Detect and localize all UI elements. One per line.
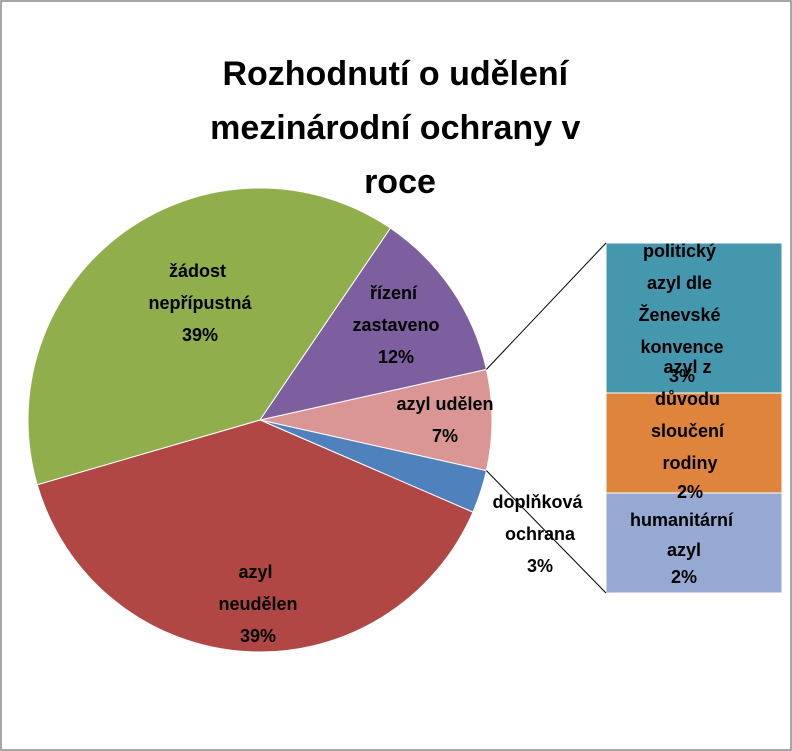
pie-slice [27, 187, 392, 486]
bar-value-label: 2% [677, 482, 703, 502]
connector-line [486, 242, 607, 370]
bar-segment [605, 242, 783, 394]
slice-label: řízení zastaveno [352, 283, 439, 335]
bar-segment [605, 392, 783, 494]
slice-value-label: 12% [378, 347, 414, 367]
pie-slice [258, 227, 488, 421]
slice-label: žádost nepřípustná [148, 261, 252, 313]
bar-value-label: 2% [671, 567, 697, 587]
slice-label: azyl udělen [396, 394, 493, 414]
pie-slice [259, 368, 493, 472]
slice-label: azyl neudělen [218, 562, 297, 614]
pie-slice [36, 419, 474, 653]
chart-title: Rozhodnutí o udělení mezinárodní ochrany… [210, 55, 590, 201]
connector-line [486, 470, 607, 594]
slice-value-label: 7% [432, 426, 458, 446]
slice-label: doplňková ochrana [492, 492, 587, 544]
slice-value-label: 3% [527, 556, 553, 576]
slice-value-label: 39% [182, 325, 218, 345]
bar-label: politický azyl dle Ženevské konvence [638, 241, 725, 357]
bar-label: azyl z důvodu sloučení rodiny [651, 357, 729, 473]
bar-label: humanitární azyl [630, 510, 738, 560]
bar-segment [605, 492, 783, 594]
bar-value-label: 3% [669, 366, 695, 386]
slice-value-label: 39% [240, 626, 276, 646]
